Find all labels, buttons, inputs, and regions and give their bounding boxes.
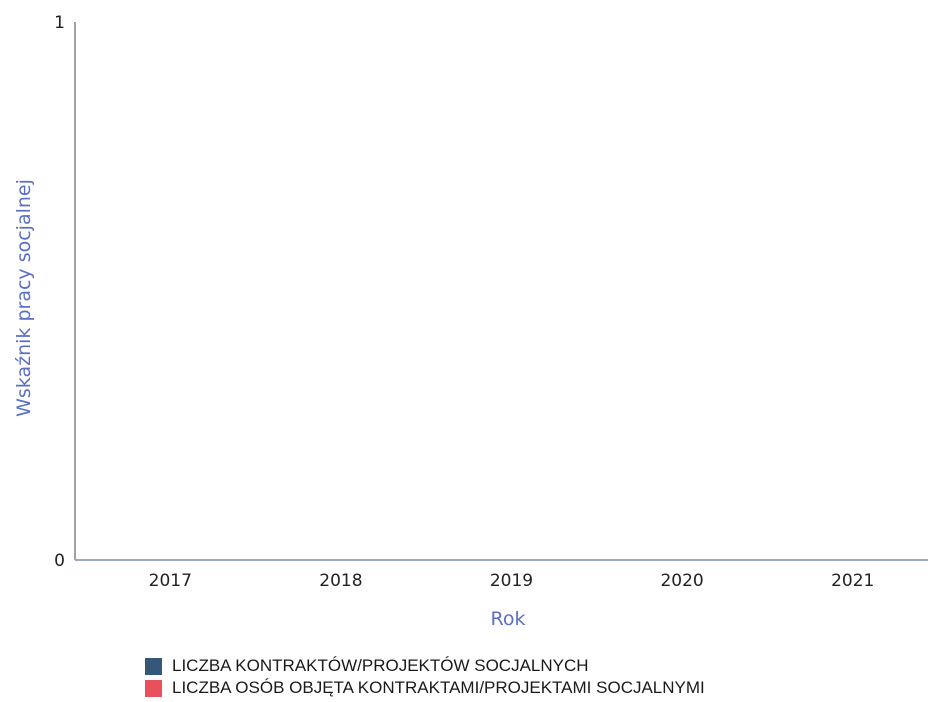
x-axis-title: Rok [491, 608, 526, 630]
legend-label-series-2: LICZBA OSÓB OBJĘTA KONTRAKTAMI/PROJEKTAM… [172, 678, 705, 697]
legend-item-series-1[interactable]: LICZBA KONTRAKTÓW/PROJEKTÓW SOCJALNYCH [145, 655, 905, 677]
x-tick-label: 2017 [149, 571, 192, 591]
x-tick-label: 2018 [319, 571, 362, 591]
y-tick-labels: 01 [54, 13, 65, 571]
y-axis-title: Wskaźnik pracy socjalnej [13, 179, 35, 417]
x-tick-label: 2021 [831, 571, 874, 591]
legend: LICZBA KONTRAKTÓW/PROJEKTÓW SOCJALNYCH L… [145, 655, 905, 699]
legend-item-series-2[interactable]: LICZBA OSÓB OBJĘTA KONTRAKTAMI/PROJEKTAM… [145, 677, 905, 699]
x-tick-label: 2019 [490, 571, 533, 591]
x-tick-label: 2020 [660, 571, 703, 591]
legend-swatch-series-1 [145, 657, 162, 675]
legend-label-series-1: LICZBA KONTRAKTÓW/PROJEKTÓW SOCJALNYCH [172, 656, 589, 675]
y-tick-label: 0 [54, 551, 65, 571]
legend-swatch-series-2 [145, 679, 162, 697]
plot-area: 2017 2018 2019 2020 2021 01 [54, 13, 928, 591]
y-tick-label: 1 [54, 13, 65, 33]
x-tick-labels: 2017 2018 2019 2020 2021 [149, 571, 875, 591]
